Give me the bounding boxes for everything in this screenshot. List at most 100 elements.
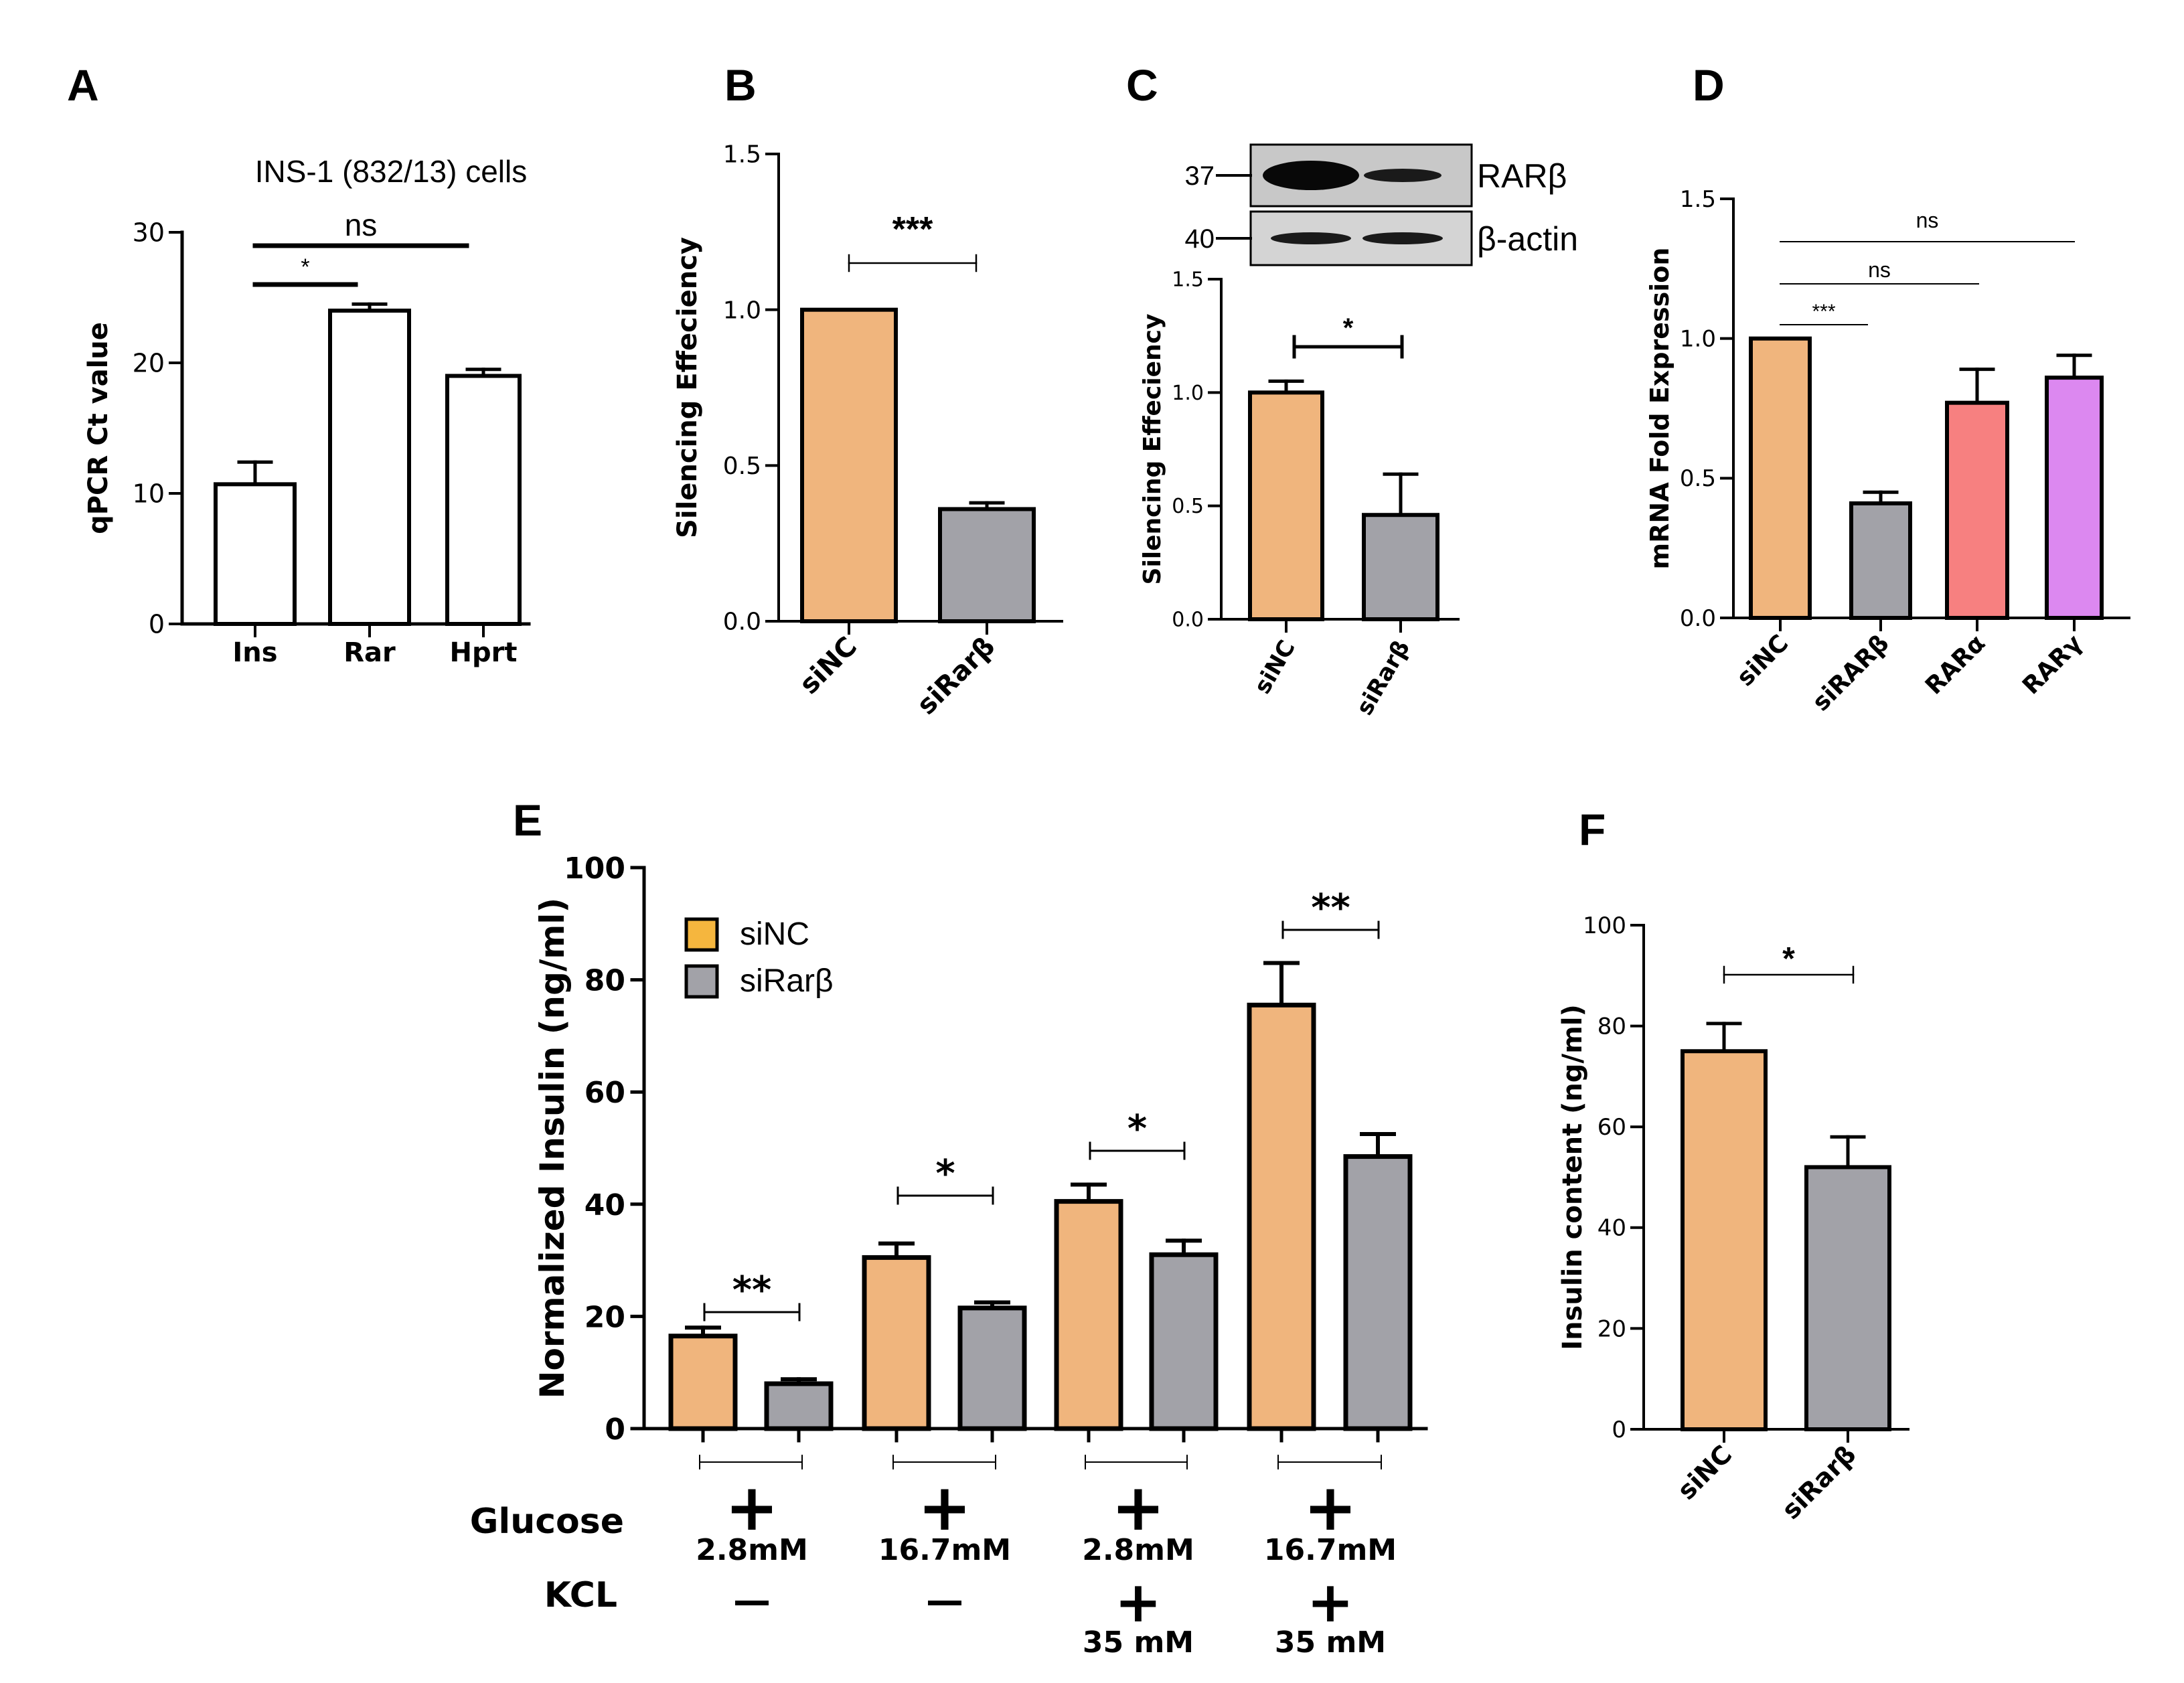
y-tick-label: 1.0 <box>1680 326 1716 353</box>
y-tick-label: 0.0 <box>723 609 761 636</box>
y-tick-label: 0.5 <box>1680 465 1716 492</box>
x-tick-label: RARα <box>1920 629 1991 700</box>
chart-a: 0 10 20 30 Ins Rar Hprt qPCR Ct value * ns INS-1 (… <box>83 154 531 668</box>
glucose-plus: + <box>918 1470 971 1545</box>
blot-label: RARβ <box>1477 157 1567 195</box>
bar <box>1681 1049 1768 1431</box>
chart-d: 0.0 0.5 1.0 1.5 siNC siRARβ RARα RARγ mRNA Fold … <box>1645 186 2130 716</box>
x-tick-label: siNC <box>1672 1439 1738 1506</box>
charts-layer: 0 10 20 30 Ins Rar Hprt qPCR Ct value * ns INS-1 (… <box>83 141 2130 1660</box>
significance-label: * <box>1343 313 1354 343</box>
y-tick-label: 0.5 <box>723 453 761 480</box>
y-tick-label: 1.5 <box>723 141 761 169</box>
y-tick-label: 0.0 <box>1680 605 1716 632</box>
bar <box>445 374 522 626</box>
x-tick-label: RARγ <box>2017 629 2088 700</box>
y-tick-label: 80 <box>584 964 625 998</box>
glucose-plus: + <box>1304 1470 1357 1545</box>
panel-letter-f: F <box>1579 805 1606 854</box>
x-tick-label: Ins <box>232 637 277 668</box>
y-tick-label: 60 <box>1597 1114 1626 1141</box>
significance-label: * <box>1782 941 1795 977</box>
y-axis-label: Normalized Insulin (ng/ml) <box>533 898 572 1399</box>
panel-letter-d: D <box>1693 60 1725 110</box>
blot-band <box>1362 232 1443 244</box>
chart-f: 0 20 40 60 80 100 siNC siRarβ Insulin content (n… <box>1557 912 1909 1525</box>
bar <box>1149 1252 1219 1431</box>
y-tick-label: 1.0 <box>723 297 761 324</box>
blot-label: β-actin <box>1477 220 1578 258</box>
kcl-plus: + <box>1307 1569 1354 1635</box>
chart-title: INS-1 (832/13) cells <box>255 154 528 189</box>
legend-swatch <box>684 917 719 952</box>
y-tick-label: 30 <box>133 218 165 247</box>
bar <box>1849 501 1912 620</box>
y-tick-label: 40 <box>1597 1215 1626 1242</box>
bar <box>862 1255 931 1431</box>
y-tick-label: 80 <box>1597 1014 1626 1040</box>
y-tick-label: 60 <box>584 1076 625 1110</box>
glucose-plus: + <box>725 1470 779 1545</box>
glucose-concentration: 2.8mM <box>1082 1533 1194 1567</box>
glucose-plus: + <box>1111 1470 1165 1545</box>
significance-label: * <box>301 254 309 280</box>
kcl-concentration: 35 mM <box>1083 1625 1194 1660</box>
x-tick-label: siRarβ <box>1351 636 1415 720</box>
bar <box>328 309 411 626</box>
x-tick-label: siNC <box>794 631 863 700</box>
y-axis-label: Silencing Effeciency <box>672 237 703 538</box>
bar <box>1945 400 2009 620</box>
bar <box>1804 1165 1891 1431</box>
significance-label: ns <box>1916 208 1939 232</box>
blot-band <box>1364 169 1441 182</box>
y-tick-label: 1.5 <box>1680 186 1716 213</box>
blot-band <box>1263 161 1359 190</box>
x-tick-label: Hprt <box>450 637 518 668</box>
chart-c: 0.0 0.5 1.0 1.5 siNC siRarβ Silencing Effecien… <box>1139 143 1578 720</box>
x-tick-label: siNC <box>1249 636 1300 699</box>
y-tick-label: 0.0 <box>1172 609 1204 632</box>
bar <box>668 1334 738 1431</box>
blot-band <box>1271 232 1351 244</box>
x-tick-label: siRarβ <box>1776 1439 1862 1525</box>
kcl-dash: — <box>733 1579 771 1623</box>
y-tick-label: 20 <box>584 1300 625 1334</box>
bar <box>1343 1154 1413 1431</box>
significance-label: * <box>1127 1107 1147 1151</box>
x-tick-label: siRarβ <box>911 631 1001 721</box>
y-tick-label: 0 <box>1612 1417 1626 1443</box>
blot-marker: 40 <box>1185 224 1215 254</box>
y-tick-label: 20 <box>1597 1315 1626 1342</box>
y-axis-label: Silencing Effeciency <box>1139 314 1166 585</box>
panel-letter-c: C <box>1126 60 1158 110</box>
y-tick-label: 1.0 <box>1172 382 1204 405</box>
blot-marker: 37 <box>1185 161 1215 191</box>
bar <box>957 1305 1027 1431</box>
kcl-concentration: 35 mM <box>1275 1625 1386 1660</box>
bar <box>1248 390 1324 621</box>
kcl-dash: — <box>926 1579 963 1623</box>
glucose-label: Glucose <box>470 1502 624 1542</box>
significance-label: *** <box>892 210 933 249</box>
y-tick-label: 100 <box>1583 912 1626 939</box>
y-tick-label: 100 <box>564 852 625 886</box>
y-tick-label: 0 <box>149 609 165 639</box>
kcl-label: KCL <box>544 1575 617 1615</box>
glucose-concentration: 16.7mM <box>1264 1533 1397 1567</box>
y-tick-label: 1.5 <box>1172 268 1204 292</box>
chart-b: 0.0 0.5 1.0 1.5 siNC siRarβ Silencing Effecien… <box>672 141 1063 721</box>
y-tick-label: 40 <box>584 1188 625 1222</box>
legend-label: siRarβ <box>740 963 834 999</box>
glucose-concentration: 16.7mM <box>878 1533 1011 1567</box>
significance-label: ** <box>1311 886 1350 930</box>
bar <box>2045 376 2104 620</box>
legend-swatch <box>684 964 719 999</box>
y-axis-label: qPCR Ct value <box>83 322 114 534</box>
glucose-concentration: 2.8mM <box>696 1533 808 1567</box>
significance-label: ** <box>732 1269 772 1312</box>
y-tick-label: 0.5 <box>1172 495 1204 518</box>
bar <box>800 307 898 623</box>
bar <box>214 482 297 626</box>
bar <box>1749 336 1812 620</box>
